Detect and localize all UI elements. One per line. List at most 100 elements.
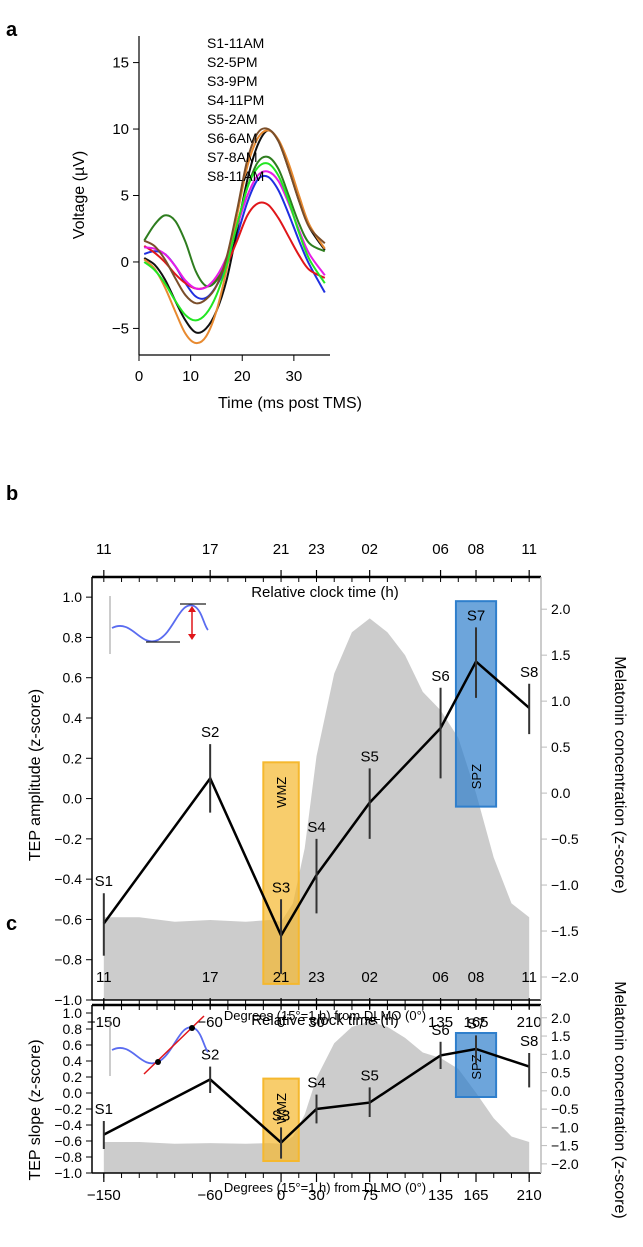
y2-tick-label: −0.5 (551, 1101, 579, 1117)
y2-tick-label: 1.0 (551, 1046, 571, 1062)
y-tick-label: 0 (121, 254, 129, 271)
top-tick-label: 11 (96, 541, 112, 558)
melatonin-area-fill (103, 618, 530, 1000)
x-tick-label: −150 (87, 1187, 121, 1204)
y2-tick-label: −2.0 (551, 1156, 579, 1172)
tep-amplitude-series: S1 S2 S3 S4 S5 S6 S7 S8 (95, 596, 538, 974)
legend-entry-s8-11am: S8-11AM (207, 168, 264, 184)
top-tick-label: 06 (432, 541, 449, 558)
y2-tick-label: 0.0 (551, 785, 571, 801)
point-label-s2: S2 (201, 1047, 219, 1064)
tep-slope-series: S1 S2 S3 S4 S5 S6 S7 S8 (95, 1015, 538, 1159)
y2-tick-label: −1.5 (551, 923, 579, 939)
top-tick-label: 17 (202, 969, 219, 986)
point-label-s4: S4 (307, 1075, 325, 1092)
y-tick-label: 1.0 (63, 589, 83, 605)
y-tick-label: 0.0 (63, 1085, 83, 1101)
point-label-s5: S5 (360, 1067, 378, 1084)
x-tick-label: 0 (277, 1014, 285, 1031)
y-tick-label: −0.4 (54, 1117, 82, 1133)
y2-axis-label: Melatonin concentration (z-score) (611, 656, 628, 893)
y-tick-label: −0.4 (54, 871, 82, 887)
y-tick-label: −1.0 (54, 992, 82, 1008)
panel-a-chart: −5 0 5 10 15 0 10 20 30 S1-11AM S2-5PM S3-9PM S4-11… (71, 35, 362, 412)
y2-tick-label: 2.0 (551, 1010, 571, 1026)
y-axis-label: TEP amplitude (z-score) (27, 689, 44, 861)
inset-wave (111, 1026, 209, 1065)
point-label-s7: S7 (467, 607, 485, 624)
y-tick-label: −0.8 (54, 1149, 82, 1165)
series-line-s7-8am (143, 127, 326, 305)
panel-label-b: b (6, 483, 18, 505)
y-tick-label: 15 (112, 55, 129, 72)
y-tick-label: −1.0 (54, 1165, 82, 1181)
legend-entry-s2-5pm: S2-5PM (207, 54, 258, 70)
y2-tick-label: 1.5 (551, 647, 571, 663)
melatonin-area (103, 618, 530, 1000)
point-label-s6: S6 (431, 668, 449, 685)
inset-arrowhead (188, 606, 196, 612)
point-label-s1: S1 (95, 1101, 113, 1118)
zones: WMZ SPZ (262, 1032, 498, 1162)
voltage-series-lines (143, 127, 326, 345)
x-tick-label: −60 (197, 1187, 222, 1204)
y-axis-label: TEP slope (z-score) (27, 1039, 44, 1180)
y2-tick-label: 0.0 (551, 1083, 571, 1099)
y-tick-label: 0.4 (63, 1053, 83, 1069)
point-label-s5: S5 (360, 748, 378, 765)
point-label-s8: S8 (520, 664, 538, 681)
top-tick-label: 21 (273, 969, 290, 986)
y2-tick-label: 0.5 (551, 739, 571, 755)
y2-axis-label: Melatonin concentration (z-score) (611, 981, 628, 1218)
top-tick-label: 02 (361, 541, 378, 558)
zone-label-wmz: WMZ (274, 1093, 289, 1124)
top-tick-label: 23 (308, 969, 325, 986)
legend: S1-11AM S2-5PM S3-9PM S4-11PM S5-2AM S6-6AM S7… (207, 35, 264, 184)
y-tick-label: 0.0 (63, 791, 83, 807)
y-tick-label: −0.8 (54, 952, 82, 968)
x-tick-label: 10 (182, 368, 199, 385)
x-tick-label: 210 (517, 1187, 542, 1204)
y-tick-label: −0.6 (54, 911, 82, 927)
x-axis-label: Time (ms post TMS) (218, 395, 362, 412)
amplitude-axes: −1.0 −0.8 −0.6 −0.4 −0.2 0.0 0.2 0.4 0.6 0.8 1.0 −2… (54, 541, 578, 1031)
inset-waveform-icon (109, 596, 209, 654)
y-tick-label: 5 (121, 188, 129, 205)
y-axis-label: Voltage (µV) (71, 151, 88, 239)
y2-tick-label: −1.0 (551, 877, 579, 893)
x-tick-label: 75 (361, 1187, 378, 1204)
top-axis-title: Relative clock time (h) (251, 584, 399, 601)
bottom-axis-title: Degrees (15°=1 h) from DLMO (0°) (224, 1008, 426, 1023)
panel-label-c: c (6, 913, 17, 935)
x-tick-label: 135 (428, 1187, 453, 1204)
x-tick-label: 210 (517, 1014, 542, 1031)
x-tick-label: −60 (197, 1014, 222, 1031)
y-tick-label: −5 (112, 320, 129, 337)
top-tick-label: 11 (96, 969, 112, 986)
slope-axes: −1.0−0.8−0.6−0.4−0.20.00.20.40.60.81.0−2… (54, 969, 578, 1204)
zone-label-wmz: WMZ (274, 777, 289, 808)
top-tick-label: 02 (361, 969, 378, 986)
inset-point (189, 1025, 195, 1031)
y-tick-label: −0.6 (54, 1133, 82, 1149)
y2-tick-label: −1.0 (551, 1119, 579, 1135)
voltage-axes: −5 0 5 10 15 0 10 20 30 (112, 36, 330, 385)
x-tick-label: 165 (463, 1187, 488, 1204)
y2-tick-label: −1.5 (551, 1138, 579, 1154)
point-label-s2: S2 (201, 724, 219, 741)
top-axis-title: Relative clock time (h) (251, 1012, 399, 1029)
inset-point (155, 1059, 161, 1065)
y-tick-label: −0.2 (54, 1101, 82, 1117)
point-label-s7: S7 (467, 1015, 485, 1032)
inset-waveform-icon (109, 1015, 209, 1076)
top-tick-label: 11 (521, 969, 537, 986)
y2-tick-label: 1.0 (551, 693, 571, 709)
y-tick-label: 0.6 (63, 670, 83, 686)
zones: WMZ SPZ (262, 600, 498, 985)
inset-slope-line (143, 1015, 205, 1075)
zone-label-spz: SPZ (469, 764, 484, 789)
y2-tick-label: 1.5 (551, 1028, 571, 1044)
y2-tick-label: 0.5 (551, 1065, 571, 1081)
zone-label-spz: SPZ (469, 1054, 484, 1079)
x-tick-label: 165 (463, 1014, 488, 1031)
